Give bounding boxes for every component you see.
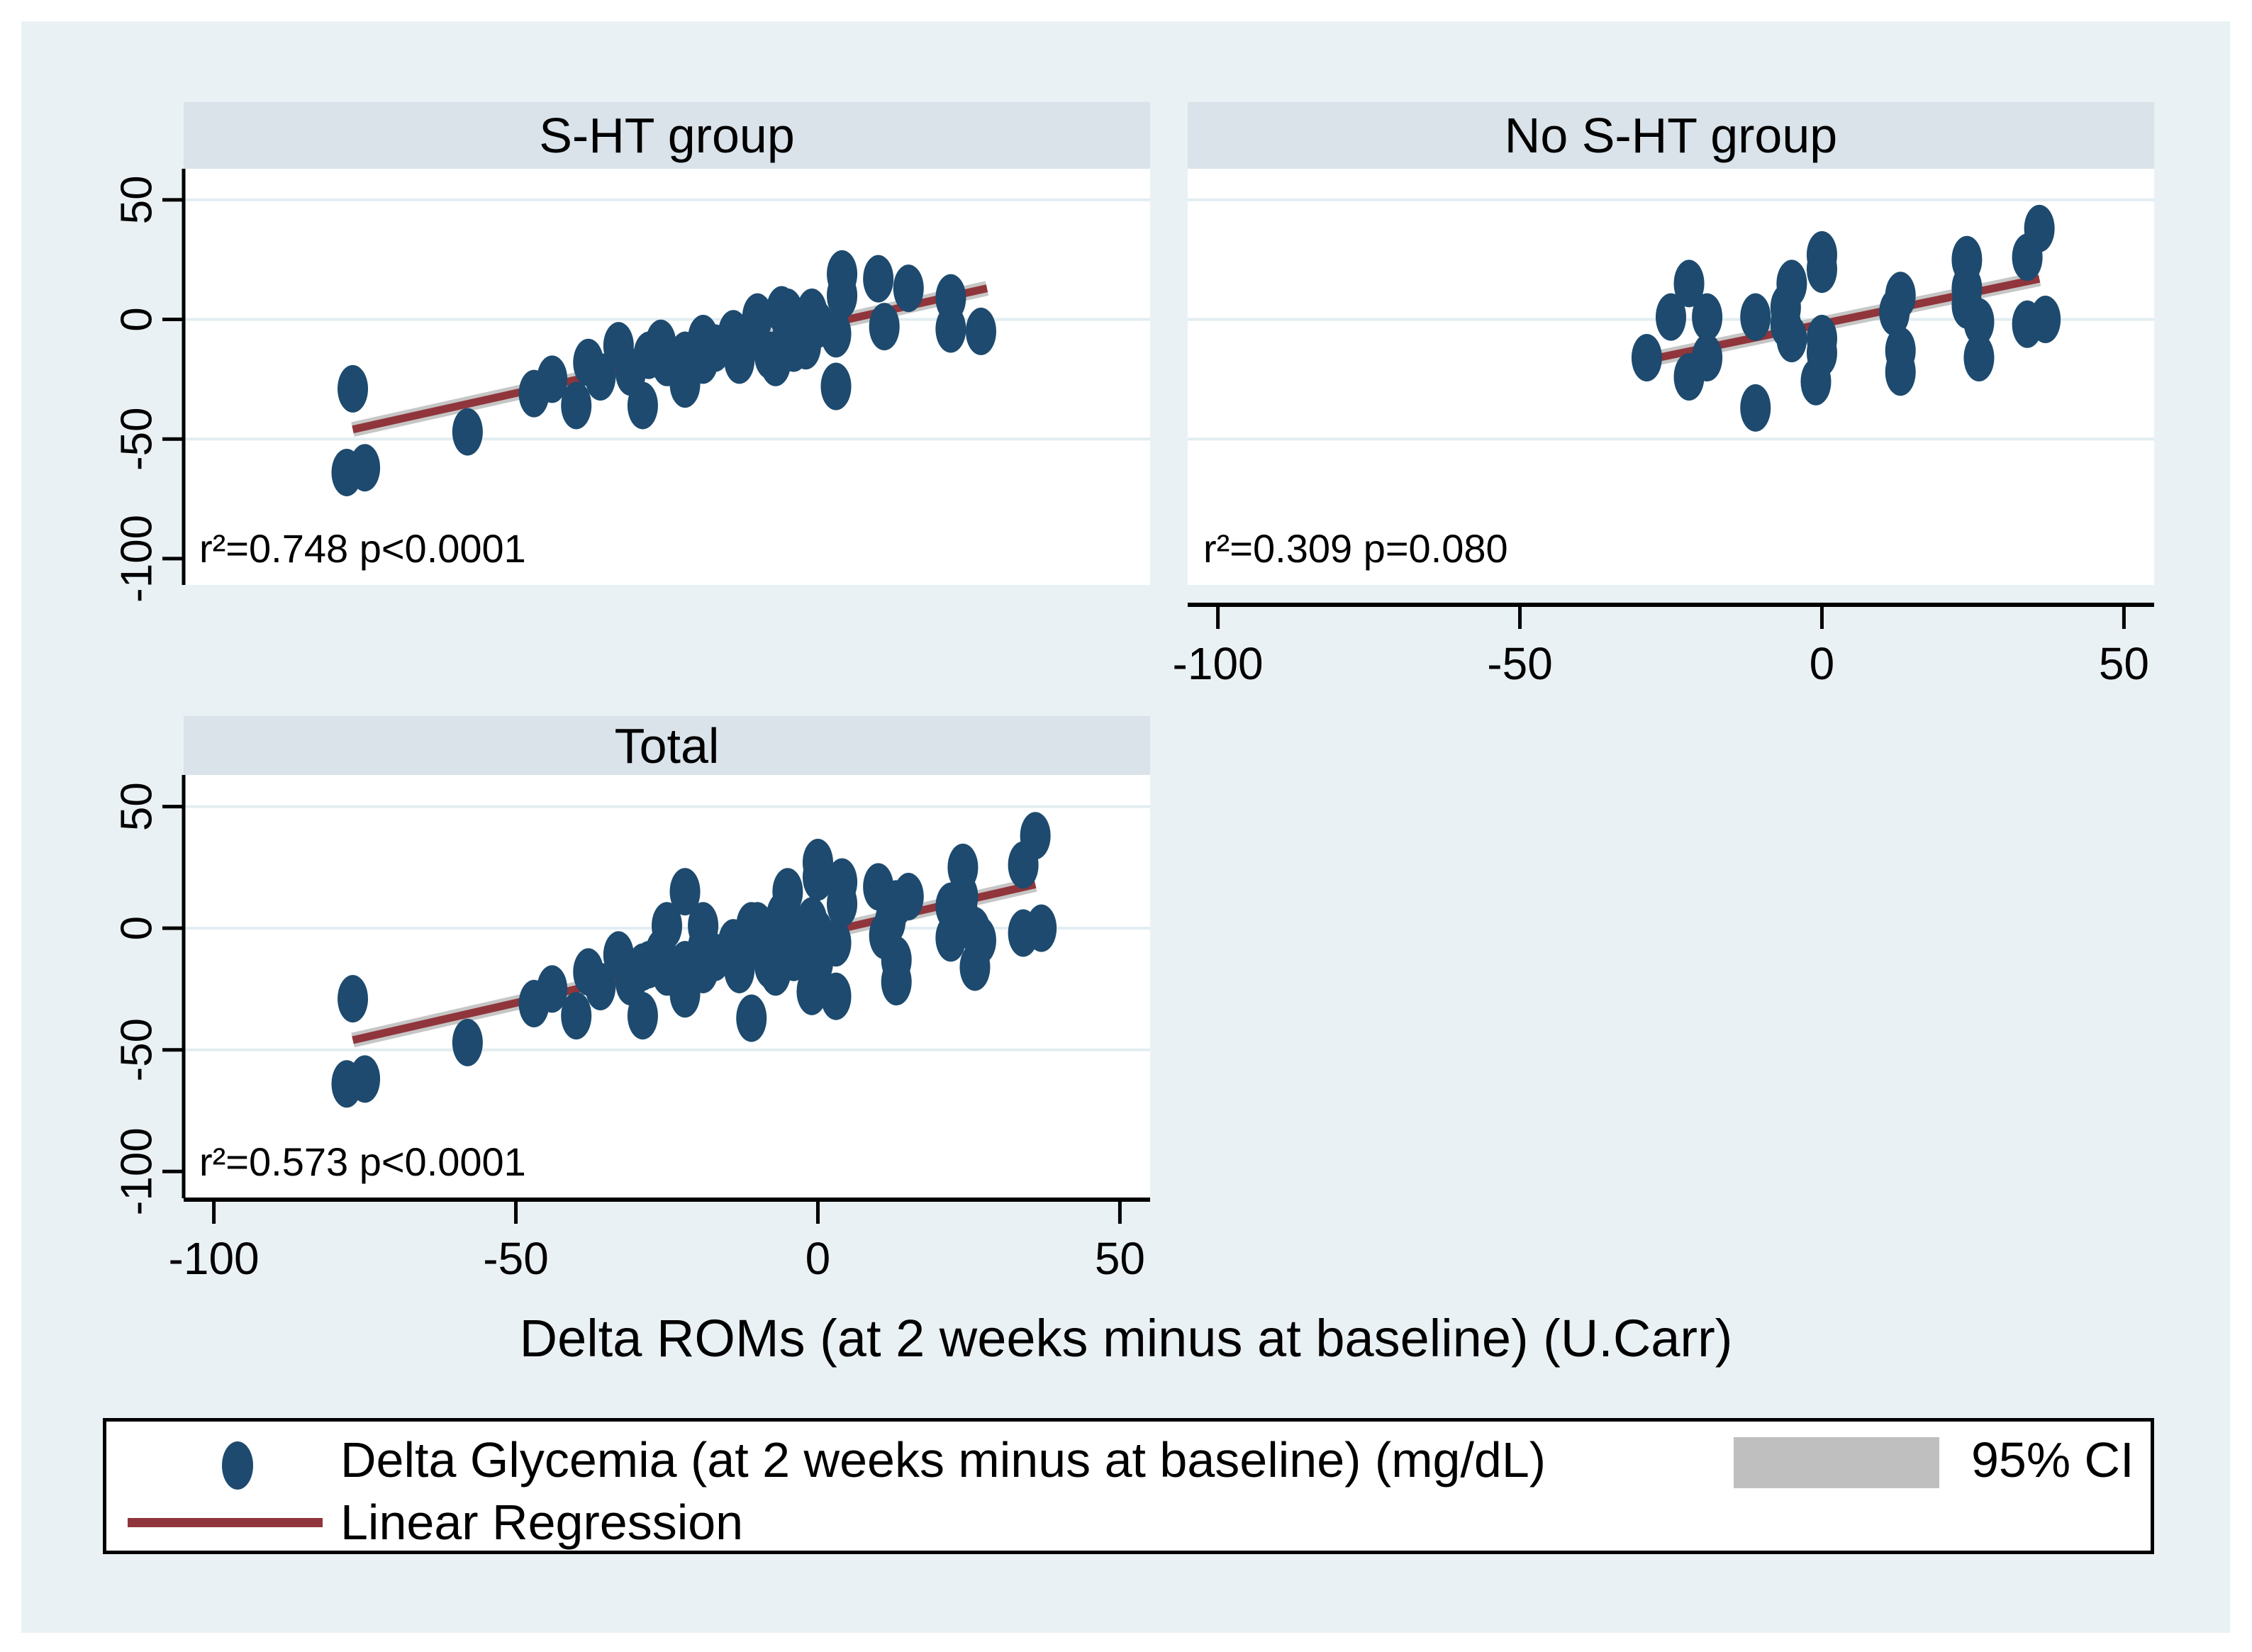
x-tick-label: -50 (1487, 638, 1553, 689)
scatter-point (1740, 293, 1771, 341)
x-tick-label: -50 (483, 1233, 549, 1284)
x-tick-label: -100 (169, 1233, 260, 1284)
scatter-point (1692, 293, 1723, 341)
scatter-point (959, 943, 991, 991)
scatter-point (1806, 245, 1837, 294)
scatter-point (652, 902, 682, 950)
scatter-point (869, 303, 900, 351)
scatter-point (1026, 904, 1057, 952)
scatter-plot-sht-group: r²=0.748 p<0.0001 50 0 -50 -100 (112, 169, 1150, 603)
scatter-point (627, 992, 658, 1040)
scatter-point (688, 943, 719, 991)
scatter-point (1631, 334, 1662, 382)
scatter-point (1656, 293, 1686, 341)
legend-scatter-label: Delta Glycemia (at 2 weeks minus at base… (340, 1432, 1546, 1488)
x-tick-label: 0 (806, 1233, 831, 1284)
y-tick-label: 50 (112, 175, 161, 224)
plot-area (1188, 169, 2154, 585)
r-squared-annotation: r²=0.748 p<0.0001 (199, 526, 526, 571)
scatter-point (1692, 334, 1723, 382)
r-squared-annotation: r²=0.573 p<0.0001 (199, 1139, 526, 1184)
scatter-marker-icon (222, 1441, 253, 1490)
scatter-point (688, 902, 719, 950)
scatter-point (338, 975, 369, 1023)
y-tick-label: 50 (112, 782, 161, 831)
scatter-point (827, 880, 858, 928)
scatter-point (1776, 315, 1807, 363)
y-tick-label: -50 (112, 407, 161, 471)
scatter-point (881, 880, 912, 928)
panel-title-sht-group: S-HT group (184, 102, 1150, 169)
panel-title-total: Total (184, 716, 1150, 775)
legend: Delta Glycemia (at 2 weeks minus at base… (103, 1418, 2154, 1554)
scatter-point (585, 963, 616, 1010)
scatter-point (742, 293, 773, 341)
scatter-point (452, 1018, 483, 1066)
scatter-point (827, 272, 858, 320)
scatter-point (452, 408, 483, 456)
scatter-point (820, 310, 852, 358)
scatter-point (561, 992, 592, 1040)
y-tick-label: -50 (112, 1018, 161, 1082)
scatter-point (863, 255, 894, 303)
x-tick-label: 0 (1810, 638, 1835, 689)
scatter-point (1963, 334, 1995, 382)
scatter-plot-no-sht-group: r²=0.309 p=0.080 -100 -50 0 50 (1173, 169, 2154, 689)
r-squared-annotation: r²=0.309 p=0.080 (1203, 526, 1508, 571)
x-tick-label: 50 (1095, 1233, 1145, 1284)
scatter-point (1776, 259, 1807, 308)
scatter-point (1740, 384, 1771, 432)
y-tick-label: 0 (112, 916, 161, 940)
scatter-point (820, 972, 852, 1020)
regression-line-swatch (128, 1518, 323, 1527)
scatter-point (959, 907, 991, 955)
panel-title-no-sht-group: No S-HT group (1188, 102, 2154, 169)
y-tick-label: -100 (112, 1127, 161, 1215)
scatter-point (1806, 329, 1837, 377)
scatter-point (537, 965, 568, 1013)
scatter-point (935, 305, 966, 353)
y-tick-label: -100 (112, 515, 161, 603)
scatter-point (772, 868, 803, 916)
x-axis-title: Delta ROMs (at 2 weeks minus at baseline… (519, 1309, 1733, 1368)
x-tick-label: 50 (2099, 638, 2149, 689)
scatter-point (537, 355, 568, 403)
scatter-point (802, 938, 833, 986)
scatter-point (561, 381, 592, 430)
scatter-point (585, 353, 616, 401)
scatter-point (669, 868, 701, 916)
scatter-point (772, 924, 803, 972)
scatter-point (965, 307, 996, 355)
scatter-point (350, 444, 381, 492)
ci-band-swatch (1734, 1437, 1939, 1488)
x-tick-label: -100 (1173, 638, 1264, 689)
scatter-point (736, 994, 767, 1042)
scatter-point (1963, 298, 1995, 346)
scatter-point (736, 902, 767, 950)
scatter-point (1885, 272, 1916, 320)
scatter-point (338, 364, 369, 413)
scatter-point (2024, 204, 2055, 252)
scatter-point (893, 264, 924, 313)
scatter-point (627, 943, 658, 991)
legend-regression-label: Linear Regression (340, 1495, 744, 1550)
y-tick-label: 0 (112, 307, 161, 331)
scatter-point (881, 958, 912, 1006)
scatter-point (802, 853, 833, 901)
scatter-point (820, 362, 852, 411)
scatter-point (627, 381, 658, 430)
scatter-plot-total: r²=0.573 p<0.0001 50 0 -50 -100-100 -50 0 50 (112, 775, 1150, 1284)
legend-ci-label: 95% CI (1971, 1432, 2134, 1488)
scatter-point (1673, 259, 1705, 308)
scatter-point (1020, 812, 1051, 860)
scatter-point (350, 1055, 381, 1103)
scatter-point (1885, 348, 1916, 396)
scatter-point (2030, 296, 2061, 344)
